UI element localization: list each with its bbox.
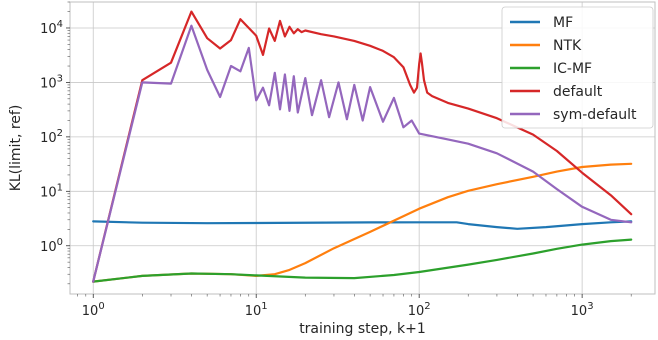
y-tick-label: 103 xyxy=(40,73,63,91)
series-line-default xyxy=(92,10,633,283)
legend-label: MF xyxy=(553,15,573,31)
series-lines xyxy=(92,10,633,283)
axis-ticks: 100 101 102 103 100 101 102 103 104 xyxy=(40,1,632,319)
plot-frame xyxy=(69,1,656,295)
y-tick-label: 102 xyxy=(40,128,63,146)
x-tick-label: 102 xyxy=(408,301,431,319)
y-tick-label: 104 xyxy=(40,19,63,37)
x-axis-label: training step, k+1 xyxy=(299,321,426,337)
legend-label: NTK xyxy=(553,38,582,54)
y-tick-label: 100 xyxy=(40,237,63,255)
x-tick-label: 101 xyxy=(245,301,268,319)
series-line-mf xyxy=(92,220,633,230)
legend: MF NTK IC-MF default sym-default xyxy=(501,6,654,129)
legend-label: IC-MF xyxy=(553,61,592,77)
series-line-ic-mf xyxy=(92,238,633,283)
series-line-sym-default xyxy=(92,24,633,283)
legend-label: default xyxy=(553,84,603,100)
legend-label: sym-default xyxy=(553,107,637,123)
legend-box xyxy=(501,6,654,129)
y-tick-label: 101 xyxy=(40,182,63,200)
x-tick-label: 103 xyxy=(571,301,594,319)
x-tick-label: 100 xyxy=(82,301,105,319)
y-axis-label: KL(limit, ref) xyxy=(8,105,24,192)
